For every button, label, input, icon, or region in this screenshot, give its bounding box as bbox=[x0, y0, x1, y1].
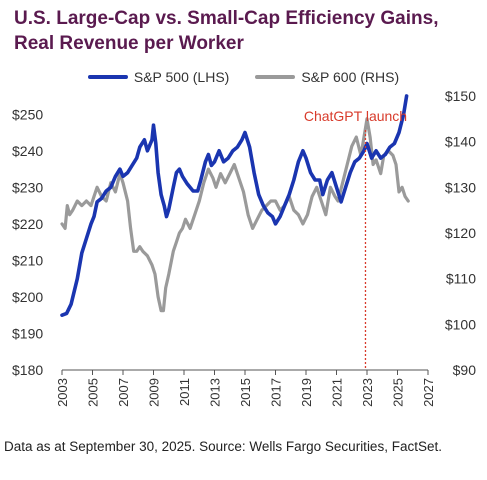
y-right-tick-label: $110 bbox=[446, 271, 476, 287]
source-note: Data as at September 30, 2025. Source: W… bbox=[4, 439, 442, 454]
legend-label-sp600: S&P 600 (RHS) bbox=[301, 69, 400, 85]
chart-legend: S&P 500 (LHS) S&P 600 (RHS) bbox=[0, 66, 487, 88]
x-tick-label: 2007 bbox=[116, 378, 131, 407]
y-left-tick-label: $200 bbox=[12, 289, 43, 305]
legend-item-sp500: S&P 500 (LHS) bbox=[87, 69, 230, 85]
y-left-tick-label: $210 bbox=[12, 252, 43, 268]
y-left-tick-label: $240 bbox=[12, 143, 43, 159]
x-tick-label: 2005 bbox=[86, 378, 101, 407]
y-right-tick-label: $100 bbox=[445, 316, 476, 332]
legend-label-sp500: S&P 500 (LHS) bbox=[133, 69, 230, 85]
x-tick-label: 2015 bbox=[238, 378, 253, 407]
y-right-tick-label: $90 bbox=[453, 362, 477, 378]
y-left-tick-label: $190 bbox=[12, 325, 43, 341]
x-tick-label: 2017 bbox=[269, 378, 284, 407]
chart-area: 2003 2005 2007 2009 2011 2013 2015 2017 2019 2021… bbox=[12, 88, 477, 407]
x-tick-label: 2003 bbox=[55, 378, 70, 407]
chart-title-line-2: Real Revenue per Worker bbox=[14, 33, 244, 54]
x-tick-label: 2011 bbox=[177, 378, 192, 406]
legend-item-sp600: S&P 600 (RHS) bbox=[255, 69, 399, 85]
x-tick-label: 2023 bbox=[360, 378, 375, 407]
chart-title-line-1: U.S. Large-Cap vs. Small-Cap Efficiency … bbox=[14, 8, 439, 29]
y-right-tick-label: $130 bbox=[445, 179, 476, 195]
y-left-tick-label: $250 bbox=[12, 106, 43, 122]
y-right-tick-label: $140 bbox=[445, 134, 476, 150]
x-tick-label: 2025 bbox=[391, 378, 406, 407]
y-left-tick-label: $230 bbox=[12, 179, 43, 195]
y-left-tick-label: $180 bbox=[12, 362, 43, 378]
chart-title: U.S. Large-Cap vs. Small-Cap Efficiency … bbox=[14, 6, 474, 56]
y-right-tick-label: $120 bbox=[445, 225, 476, 241]
series-line-sp600 bbox=[60, 117, 410, 313]
x-tick-label: 2009 bbox=[147, 378, 162, 407]
legend-swatch-sp600 bbox=[255, 75, 296, 79]
legend-swatch-sp500 bbox=[87, 75, 128, 79]
x-tick-label: 2013 bbox=[208, 378, 223, 407]
y-left-tick-label: $220 bbox=[12, 216, 43, 232]
series-line-sp500 bbox=[60, 94, 409, 317]
x-tick-label: 2027 bbox=[421, 378, 436, 407]
x-tick-label: 2021 bbox=[330, 378, 345, 407]
x-tick-label: 2019 bbox=[299, 378, 314, 407]
line-chart: 2003 2005 2007 2009 2011 2013 2015 2017 2019 2021… bbox=[12, 88, 477, 407]
annotation-label-chatgpt: ChatGPT launch bbox=[304, 108, 407, 124]
y-right-tick-label: $150 bbox=[445, 88, 476, 104]
